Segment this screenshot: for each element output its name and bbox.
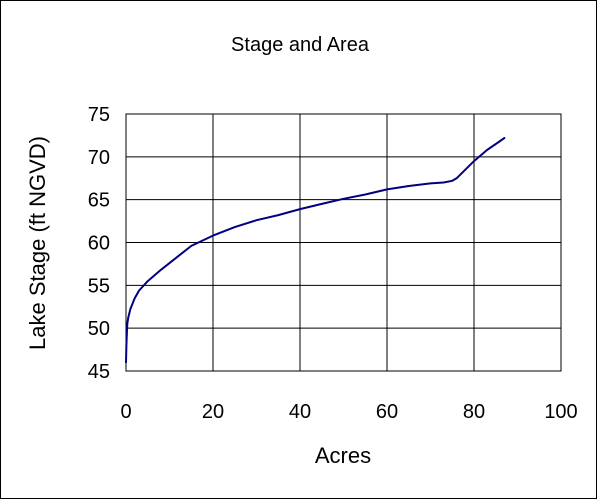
y-axis-title: Lake Stage (ft NGVD)	[25, 136, 50, 350]
series-layer	[125, 137, 506, 364]
series-line-1	[125, 137, 506, 364]
x-tick-label: 40	[289, 401, 311, 423]
y-tick-label: 60	[88, 233, 110, 255]
x-axis-title: Acres	[315, 443, 371, 468]
plot-area	[125, 113, 562, 372]
y-tick-label: 55	[88, 275, 110, 297]
y-tick-label: 50	[88, 318, 110, 340]
y-tick-label: 45	[88, 361, 110, 383]
chart-title: Stage and Area	[231, 34, 370, 56]
x-axis-ticks: 0 20 40 60 80 100	[120, 401, 577, 423]
y-tick-label: 70	[88, 147, 110, 169]
gridlines	[125, 113, 562, 372]
x-tick-label: 20	[202, 401, 224, 423]
x-tick-label: 100	[544, 401, 577, 423]
y-axis-ticks: 45 50 55 60 65 70 75	[88, 104, 110, 383]
x-tick-label: 60	[376, 401, 398, 423]
x-tick-label: 0	[120, 401, 131, 423]
y-tick-label: 75	[88, 104, 110, 126]
y-tick-label: 65	[88, 190, 110, 212]
x-tick-label: 80	[463, 401, 485, 423]
